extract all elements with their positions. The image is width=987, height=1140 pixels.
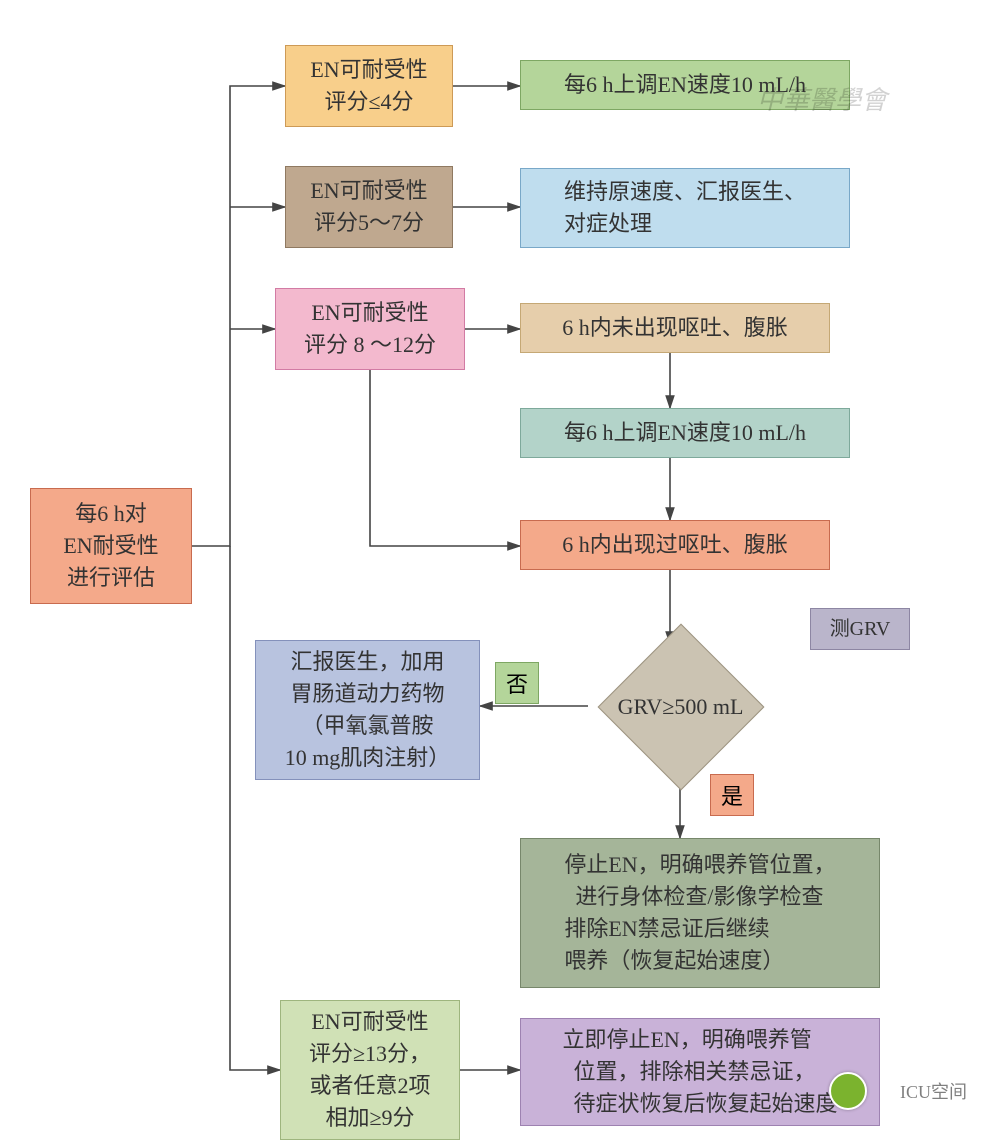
node-score-5-7-out: 维持原速度、汇报医生、 对症处理 (520, 168, 850, 248)
node-grv-decision: GRV≥500 mL (608, 648, 753, 766)
node-start-text: 每6 h对 EN耐受性 进行评估 (63, 498, 158, 594)
node-score-8-12: EN可耐受性 评分 8 ～12分 (275, 288, 465, 370)
node-increase-speed-text: 每6 h上调EN速度10 mL/h (564, 417, 806, 449)
node-measure-grv: 测GRV (810, 608, 910, 650)
node-grv-decision-text: GRV≥500 mL (618, 694, 744, 720)
watermark-bottom-right: ICU空间 (900, 1078, 967, 1104)
label-yes-text: 是 (721, 784, 743, 809)
label-no: 否 (495, 662, 539, 704)
node-increase-speed: 每6 h上调EN速度10 mL/h (520, 408, 850, 458)
node-had-vomit: 6 h内出现过呕吐、腹胀 (520, 520, 830, 570)
node-no-vomit: 6 h内未出现呕吐、腹胀 (520, 303, 830, 353)
node-no-vomit-text: 6 h内未出现呕吐、腹胀 (562, 312, 788, 344)
label-no-text: 否 (506, 672, 528, 697)
node-score-ge13: EN可耐受性 评分≥13分， 或者任意2项 相加≥9分 (280, 1000, 460, 1140)
node-score-5-7-out-text: 维持原速度、汇报医生、 对症处理 (564, 176, 806, 240)
node-grv-yes-action-text: 停止EN，明确喂养管位置， 进行身体检查/影像学检查 排除EN禁忌证后继续 喂养… (564, 849, 835, 977)
node-score-5-7-text: EN可耐受性 评分5～7分 (310, 175, 427, 239)
node-score-5-7: EN可耐受性 评分5～7分 (285, 166, 453, 248)
node-measure-grv-text: 测GRV (830, 615, 891, 644)
node-score-8-12-text: EN可耐受性 评分 8 ～12分 (304, 297, 436, 361)
label-yes: 是 (710, 774, 754, 816)
node-grv-no-action: 汇报医生，加用 胃肠道动力药物 （甲氧氯普胺 10 mg肌肉注射） (255, 640, 480, 780)
node-score-ge13-out: 立即停止EN，明确喂养管 位置，排除相关禁忌证， 待症状恢复后恢复起始速度 (520, 1018, 880, 1126)
node-score-le4-text: EN可耐受性 评分≤4分 (310, 54, 427, 118)
node-score-ge13-text: EN可耐受性 评分≥13分， 或者任意2项 相加≥9分 (309, 1006, 431, 1134)
node-had-vomit-text: 6 h内出现过呕吐、腹胀 (562, 529, 788, 561)
node-score-le4: EN可耐受性 评分≤4分 (285, 45, 453, 127)
node-score-ge13-out-text: 立即停止EN，明确喂养管 位置，排除相关禁忌证， 待症状恢复后恢复起始速度 (562, 1024, 837, 1120)
node-grv-yes-action: 停止EN，明确喂养管位置， 进行身体检查/影像学检查 排除EN禁忌证后继续 喂养… (520, 838, 880, 988)
node-grv-no-action-text: 汇报医生，加用 胃肠道动力药物 （甲氧氯普胺 10 mg肌肉注射） (285, 646, 451, 774)
node-start: 每6 h对 EN耐受性 进行评估 (30, 488, 192, 604)
wechat-badge-icon (829, 1072, 867, 1110)
watermark-top-right: 中華醫學會 (757, 80, 887, 117)
